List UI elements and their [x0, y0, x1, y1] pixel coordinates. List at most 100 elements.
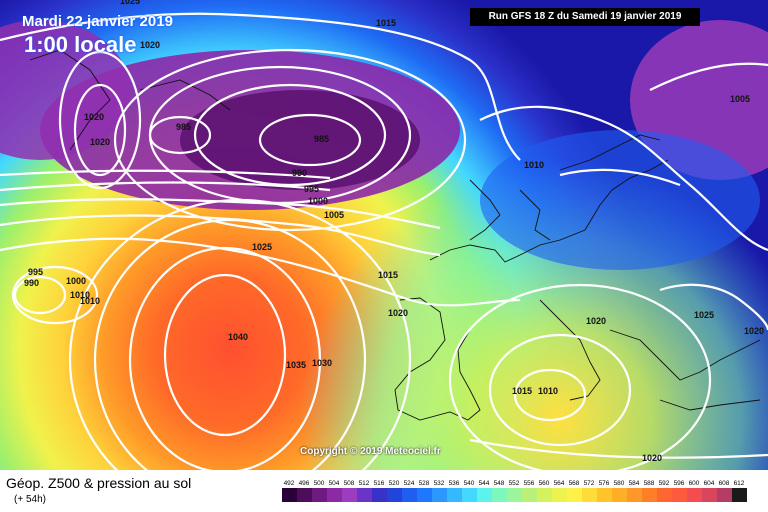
- isobar-label: 1020: [388, 308, 408, 318]
- legend-color-swatch: [357, 488, 372, 502]
- isobar-label: 1025: [694, 310, 714, 320]
- isobar-label: 990: [292, 168, 307, 178]
- legend-tick-label: 564: [554, 480, 565, 487]
- legend-color-swatch: [717, 488, 732, 502]
- legend-tick-label: 492: [284, 480, 295, 487]
- isobar-label: 1030: [312, 358, 332, 368]
- legend-tick-label: 528: [419, 480, 430, 487]
- isobar-label: 1025: [120, 0, 140, 6]
- geopotential-field: [0, 0, 768, 470]
- legend-color-swatch: [537, 488, 552, 502]
- legend-color-swatch: [417, 488, 432, 502]
- legend-tick-label: 548: [494, 480, 505, 487]
- legend-color-swatch: [552, 488, 567, 502]
- legend-tick-label: 504: [329, 480, 340, 487]
- legend-tick-label: 592: [659, 480, 670, 487]
- legend-tick-label: 580: [614, 480, 625, 487]
- isobar-label: 995: [28, 267, 43, 277]
- isobars: [0, 12, 768, 470]
- legend-color-swatch: [477, 488, 492, 502]
- legend-color-swatch: [342, 488, 357, 502]
- isobar-label: 990: [24, 278, 39, 288]
- legend-tick-label: 536: [449, 480, 460, 487]
- legend-tick-label: 516: [374, 480, 385, 487]
- isobar-label: 985: [314, 134, 329, 144]
- forecast-date: Mardi 22 janvier 2019: [22, 13, 173, 30]
- legend-color-swatch: [597, 488, 612, 502]
- isobar-label: 1020: [140, 40, 160, 50]
- isobar-label: 1020: [84, 112, 104, 122]
- isobar-labels: 1025102010201020985985990995100010051015…: [24, 0, 764, 463]
- legend-color-swatch: [282, 488, 297, 502]
- legend-tick-label: 608: [719, 480, 730, 487]
- legend-color-swatch: [432, 488, 447, 502]
- legend-color-swatch: [702, 488, 717, 502]
- isobar-label: 1005: [730, 94, 750, 104]
- legend-tick-label: 604: [704, 480, 715, 487]
- isobar-label: 1005: [324, 210, 344, 220]
- legend-color-swatch: [672, 488, 687, 502]
- legend-color-swatch: [657, 488, 672, 502]
- legend-tick-label: 600: [689, 480, 700, 487]
- isobar-label: 1020: [642, 453, 662, 463]
- legend-tick-label: 584: [629, 480, 640, 487]
- legend-color-swatch: [567, 488, 582, 502]
- isobar-label: 1040: [228, 332, 248, 342]
- legend-color-swatch: [642, 488, 657, 502]
- forecast-time: 1:00 locale: [24, 32, 137, 57]
- legend-tick-label: 552: [509, 480, 520, 487]
- forecast-map: 1025102010201020985985990995100010051015…: [0, 0, 768, 470]
- isobar-label: 1035: [286, 360, 306, 370]
- isobar-label: 1010: [538, 386, 558, 396]
- legend-color-swatch: [732, 488, 747, 502]
- legend-tick-label: 512: [359, 480, 370, 487]
- legend-tick-label: 568: [569, 480, 580, 487]
- legend-tick-label: 540: [464, 480, 475, 487]
- legend-color-swatch: [387, 488, 402, 502]
- isobar-label: 1015: [376, 18, 396, 28]
- legend-color-swatch: [312, 488, 327, 502]
- legend-tick-label: 560: [539, 480, 550, 487]
- legend-color-swatch: [297, 488, 312, 502]
- model-run-info: Run GFS 18 Z du Samedi 19 janvier 2019: [470, 8, 700, 26]
- legend-tick-label: 588: [644, 480, 655, 487]
- legend-tick-label: 612: [734, 480, 745, 487]
- legend-tick-label: 576: [599, 480, 610, 487]
- legend-tick-label: 496: [299, 480, 310, 487]
- legend-color-swatch: [327, 488, 342, 502]
- color-scale-legend: 492 496 500 504 508 512 516 520 524 528 532 536 540 5…: [282, 480, 747, 502]
- legend-color-swatch: [372, 488, 387, 502]
- isobar-label: 985: [176, 122, 191, 132]
- isobar-label: 1015: [378, 270, 398, 280]
- legend-tick-label: 520: [389, 480, 400, 487]
- legend-tick-label: 500: [314, 480, 325, 487]
- legend-tick-label: 508: [344, 480, 355, 487]
- legend-tick-label: 532: [434, 480, 445, 487]
- copyright-notice: Copyright © 2019 Meteociel.fr: [300, 446, 441, 457]
- legend-color-swatch: [612, 488, 627, 502]
- legend-tick-label: 572: [584, 480, 595, 487]
- legend-color-swatch: [522, 488, 537, 502]
- isobar-label: 1000: [308, 196, 328, 206]
- legend-tick-label: 524: [404, 480, 415, 487]
- isobar-label: 1015: [512, 386, 532, 396]
- forecast-lead: (+ 54h): [14, 494, 46, 505]
- isobar-label: 1025: [252, 242, 272, 252]
- legend-color-swatch: [507, 488, 522, 502]
- isobar-label: 1010: [524, 160, 544, 170]
- legend-color-swatch: [462, 488, 477, 502]
- chart-title: Géop. Z500 & pression au sol: [6, 475, 192, 491]
- legend-color-swatch: [492, 488, 507, 502]
- isobar-label: 1020: [744, 326, 764, 336]
- isobar-label: 1000: [66, 276, 86, 286]
- legend-color-swatch: [582, 488, 597, 502]
- legend-color-swatch: [402, 488, 417, 502]
- legend-tick-label: 556: [524, 480, 535, 487]
- legend-color-swatch: [447, 488, 462, 502]
- legend-color-swatch: [687, 488, 702, 502]
- legend-tick-label: 544: [479, 480, 490, 487]
- isobar-label: 995: [304, 184, 319, 194]
- isobar-label: 1010: [70, 290, 90, 300]
- isobar-label: 1010: [80, 296, 100, 306]
